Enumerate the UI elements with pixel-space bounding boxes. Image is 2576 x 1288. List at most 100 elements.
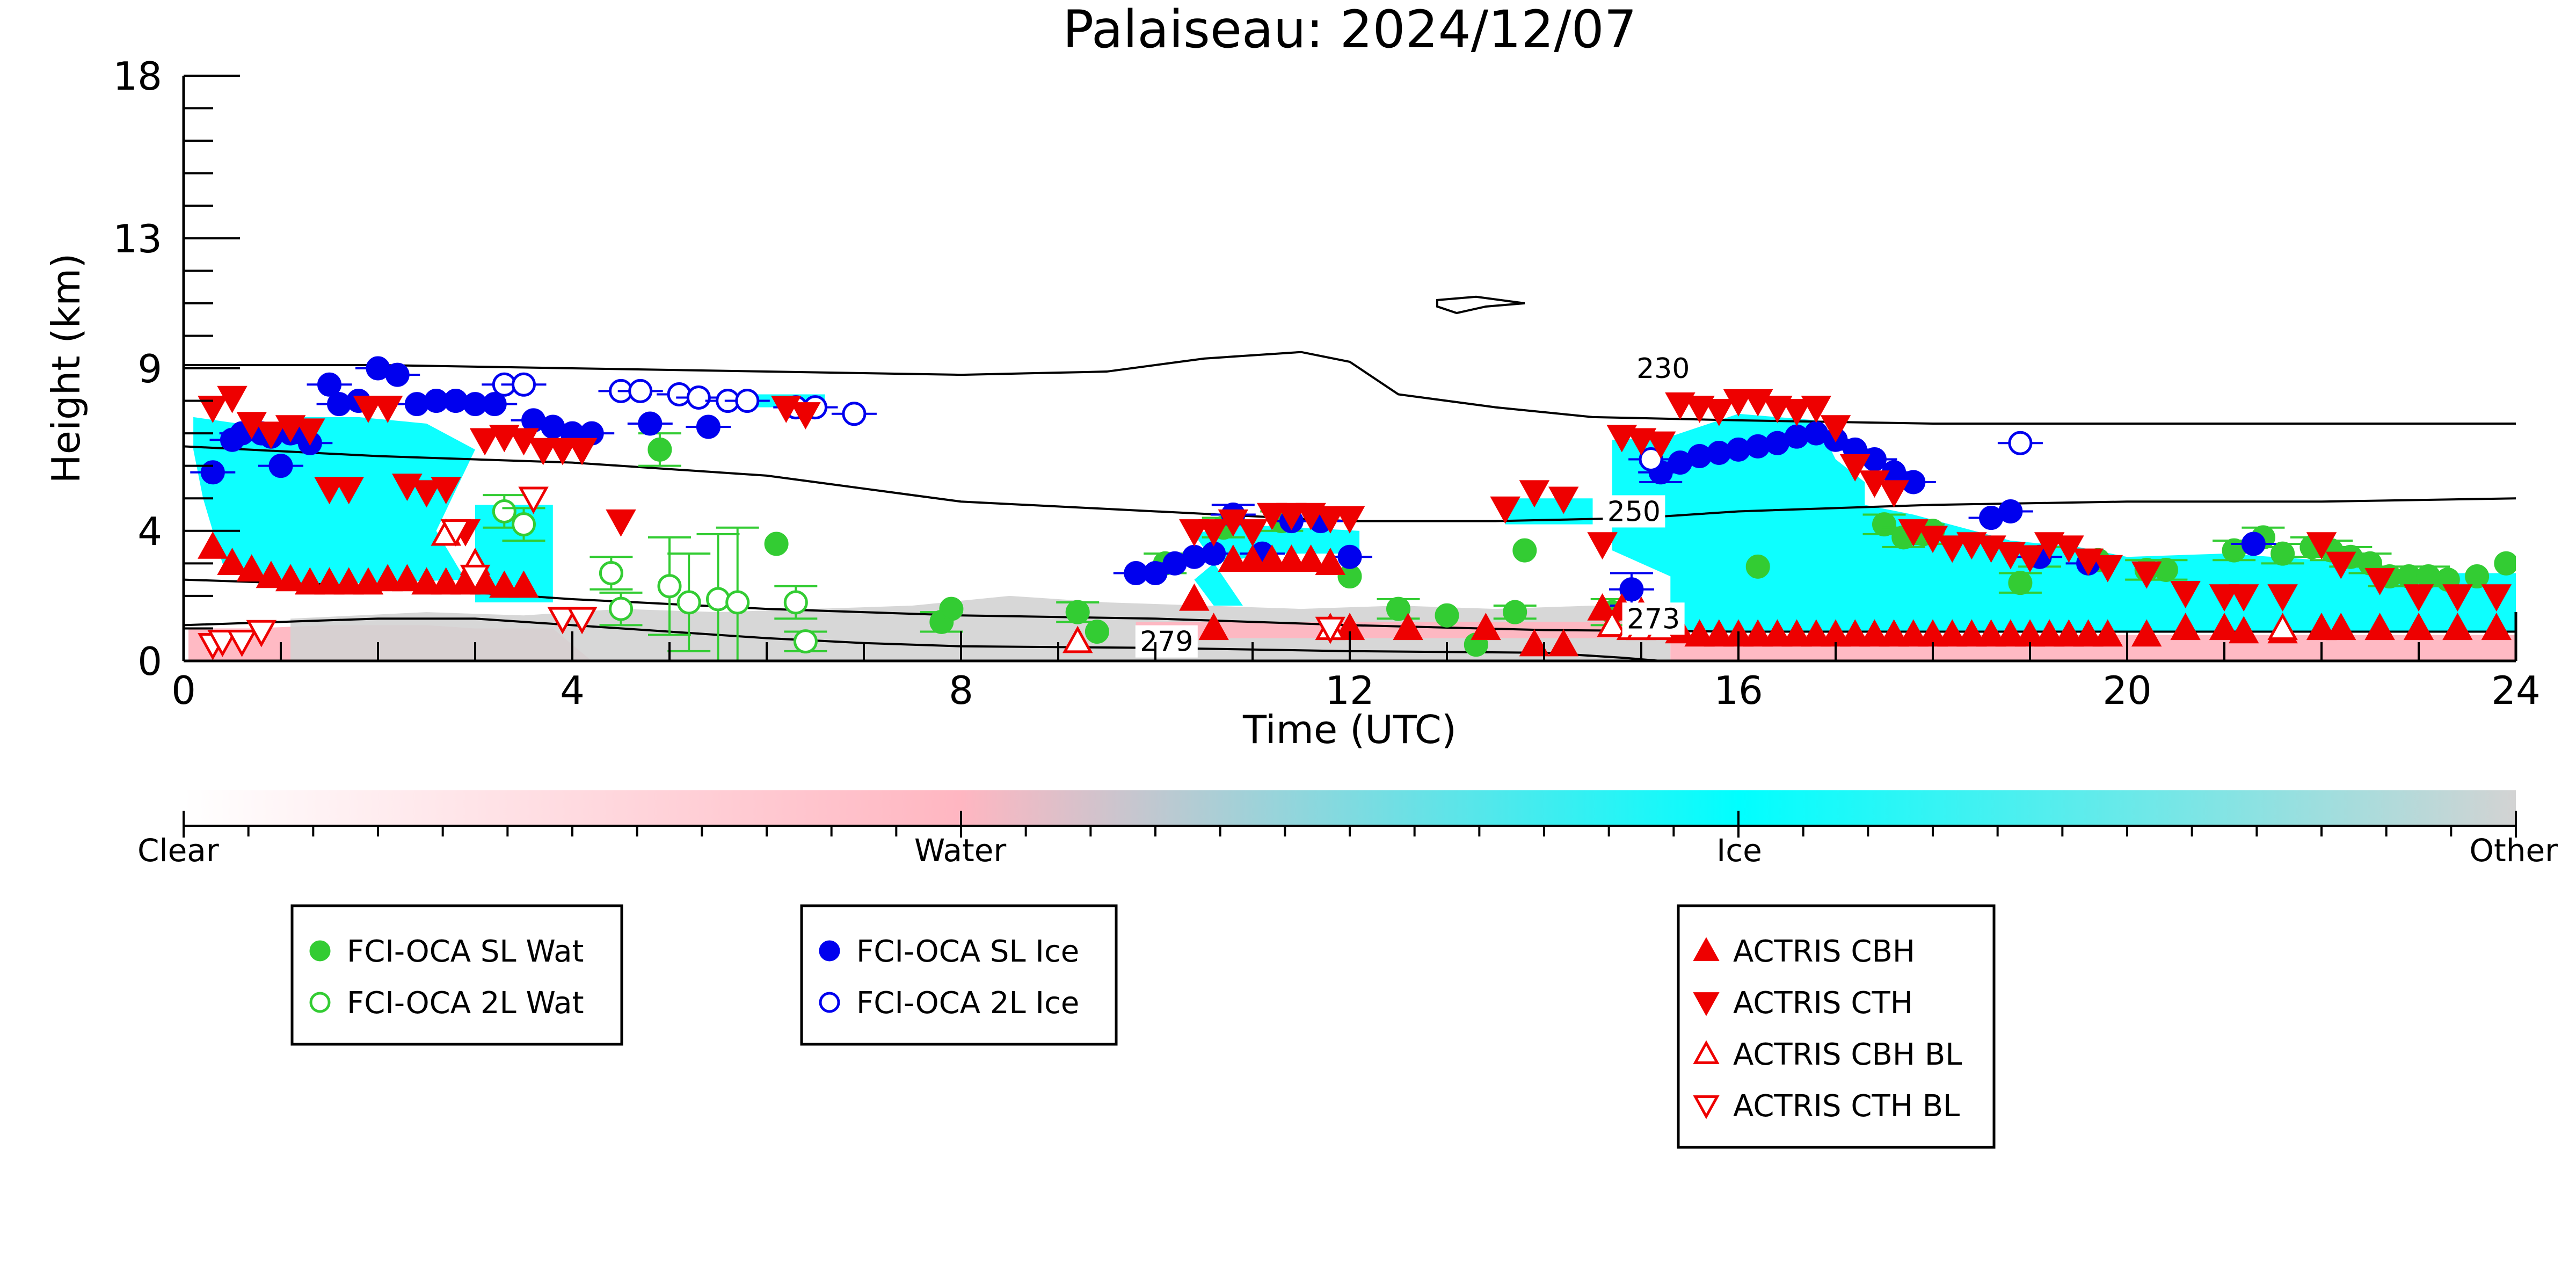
actris-cth-point [2014, 545, 2046, 573]
actris-cth-point [790, 402, 821, 430]
actris-cth-point [2267, 584, 2298, 612]
mask-region-other-1 [290, 595, 1671, 661]
legend-label-actris-cbh-bl: ACTRIS CBH BL [1733, 1037, 1962, 1072]
actris-cbh-point [1995, 619, 2026, 647]
actris-cth-point [1820, 415, 1851, 443]
axes: 0 4 8 12 16 20 24 0 4 9 13 18 [113, 54, 2540, 713]
actris-cbh-point [2034, 619, 2065, 647]
fci-oca-sl-wat-point [1512, 538, 1537, 563]
actris-cbh-point [431, 567, 461, 595]
actris-cbh-point [1742, 619, 1773, 647]
actris-cbh-point [2092, 619, 2123, 647]
legend-wat: FCI-OCA SL Wat FCI-OCA 2L Wat [290, 904, 623, 1046]
actris-cth-point [2306, 532, 2337, 560]
actris-cth-point [217, 385, 248, 413]
fci-oca-sl-wat-point [1065, 600, 1090, 624]
actris-cbh-point [2131, 619, 2162, 647]
fci-oca-2l-wat-point [492, 499, 516, 523]
actris-cbh-bl-point [2267, 613, 2298, 641]
actris-cth-point [2228, 584, 2259, 612]
legend-box-actris [1677, 904, 1996, 1149]
fci-oca-2l-wat-point [657, 574, 682, 599]
mask-region-ice-7 [1505, 498, 1593, 525]
x-tick-label: 20 [2102, 668, 2152, 713]
actris-cbh-point [1704, 619, 1735, 647]
actris-cth-point [2325, 551, 2356, 579]
actris-cth-point [1334, 506, 1365, 534]
actris-cth-bl-point [440, 519, 471, 547]
contour-label-250: 250 [1607, 496, 1661, 528]
actris-cbh-point [411, 567, 442, 595]
actris-cbh-point [508, 570, 539, 598]
actris-cbh-point [314, 567, 345, 595]
actris-cth-point [1237, 519, 1268, 547]
fci-oca-2l-ice-point [2008, 431, 2033, 455]
fci-oca-2l-ice-point [842, 402, 867, 426]
fci-oca-2l-ice-point [628, 379, 653, 403]
legend-marker [1693, 937, 1720, 961]
actris-cbh-point [392, 564, 423, 592]
actris-cbh-point [256, 561, 287, 588]
actris-cth-point [1937, 535, 1968, 563]
actris-cbh-bl-point [1062, 625, 1093, 653]
fci-oca-sl-ice-point [268, 454, 293, 478]
actris-cth-bl-point [246, 620, 277, 647]
mask-region-ice-6 [1194, 524, 1360, 606]
fci-oca-sl-ice-point [1998, 499, 2023, 523]
y-axis-label: Height (km) [43, 253, 89, 484]
actris-cth-point [256, 421, 287, 449]
fci-oca-sl-ice-point [385, 362, 410, 387]
actris-cth-point [2403, 584, 2434, 612]
actris-cbh-point [1956, 619, 1987, 647]
fci-oca-sl-wat-point [1085, 620, 1109, 644]
actris-cbh-point [2403, 613, 2434, 641]
fci-oca-sl-wat-point [1872, 512, 1896, 537]
actris-cth-bl-point [227, 629, 257, 657]
colorbar: Clear Water Ice Other [137, 790, 2558, 869]
fci-oca-sl-ice-point [317, 372, 341, 397]
actris-cbh-point [1296, 544, 1326, 572]
actris-cbh-point [489, 570, 520, 598]
fci-oca-2l-ice-point [686, 385, 711, 410]
actris-cbh-point [1519, 629, 1550, 657]
actris-cth-point [1587, 532, 1618, 560]
actris-cbh-point [1256, 544, 1287, 572]
fci-oca-sl-wat-point [1386, 596, 1410, 621]
actris-cbh-point [1684, 619, 1715, 647]
colorbar-label-water: Water [914, 832, 1007, 869]
actris-cth-point [1548, 486, 1579, 514]
fci-oca-2l-ice-point [667, 382, 692, 406]
contour-label-bg-230 [1632, 352, 1694, 384]
actris-cth-point [606, 509, 636, 537]
actris-cth-point [2481, 584, 2512, 612]
fci-oca-sl-ice-point [1337, 544, 1362, 569]
actris-cbh-point [1179, 583, 1210, 611]
actris-cbh-point [2364, 613, 2395, 641]
actris-cbh-point [1587, 593, 1618, 621]
actris-cbh-point [1762, 619, 1793, 647]
contour-label-bg-279 [1135, 625, 1198, 658]
fci-oca-sl-wat-point [647, 437, 672, 462]
actris-cbh-point [1976, 619, 2006, 647]
fci-oca-sl-ice-point [638, 411, 663, 436]
fci-oca-sl-ice-point [1785, 424, 1809, 449]
fci-oca-2l-wat-point [512, 512, 536, 537]
x-tick-label: 16 [1714, 668, 1763, 713]
legend-marker [309, 940, 331, 962]
actris-cth-point [1519, 480, 1550, 508]
fci-oca-2l-wat-point [783, 590, 808, 615]
fci-oca-sl-ice-point [1182, 544, 1206, 569]
legend-box-wat [290, 904, 623, 1046]
legend-label-actris-cth-bl: ACTRIS CTH BL [1733, 1089, 1960, 1124]
actris-cth-point [1490, 496, 1520, 524]
fci-oca-sl-wat-point [2416, 564, 2441, 589]
legend-marker [819, 992, 840, 1013]
actris-cbh-point [2209, 613, 2240, 641]
fci-oca-sl-wat-point [764, 532, 789, 556]
fci-oca-2l-ice-point [1639, 447, 1663, 472]
actris-cth-bl-point [1315, 616, 1346, 644]
legend-marker [1693, 1095, 1720, 1119]
actris-cbh-point [1879, 619, 1909, 647]
actris-cth-point [1315, 506, 1346, 534]
legend-marker [309, 992, 331, 1013]
